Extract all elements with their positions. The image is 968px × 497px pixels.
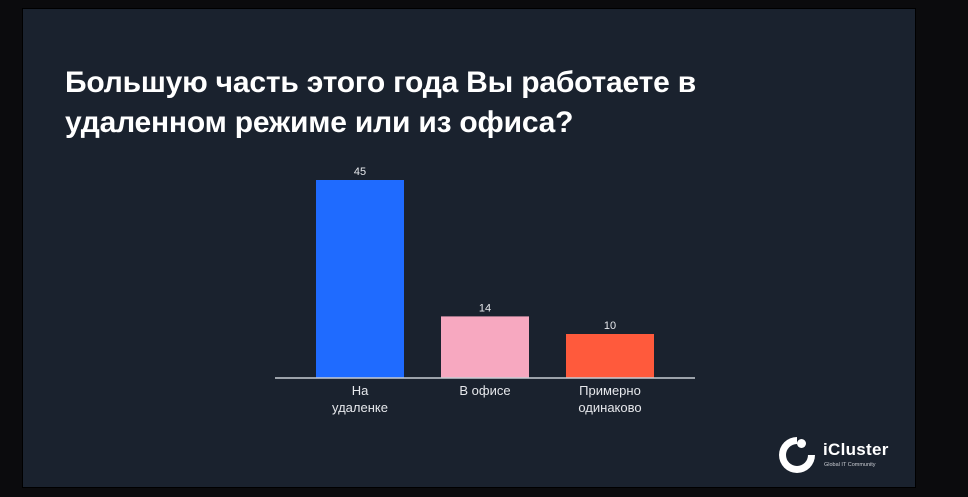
bar-1 (316, 180, 404, 378)
logo-name: iCluster (823, 440, 889, 459)
bar-value-label-2: 14 (479, 302, 491, 314)
logo-tagline: Global IT Community (824, 462, 876, 468)
bar-chart: 45 На удаленке 14 В офисе 10 Примерно одинаково (275, 166, 695, 415)
bar-3 (566, 334, 654, 378)
bar-value-label-1: 45 (354, 166, 366, 178)
bar-value-label-3: 10 (604, 320, 616, 332)
category-label-2: В офисе (459, 383, 510, 398)
icluster-logo-icon (779, 437, 815, 473)
icluster-logo: iCluster Global IT Community (779, 437, 909, 477)
bar-2 (441, 316, 529, 378)
slide-title: Большую часть этого года Вы работаете в … (65, 66, 696, 139)
presentation-slide: Большую часть этого года Вы работаете в … (22, 8, 916, 488)
category-label-1: На удаленке (332, 383, 388, 415)
category-label-3: Примерно одинаково (578, 383, 641, 415)
